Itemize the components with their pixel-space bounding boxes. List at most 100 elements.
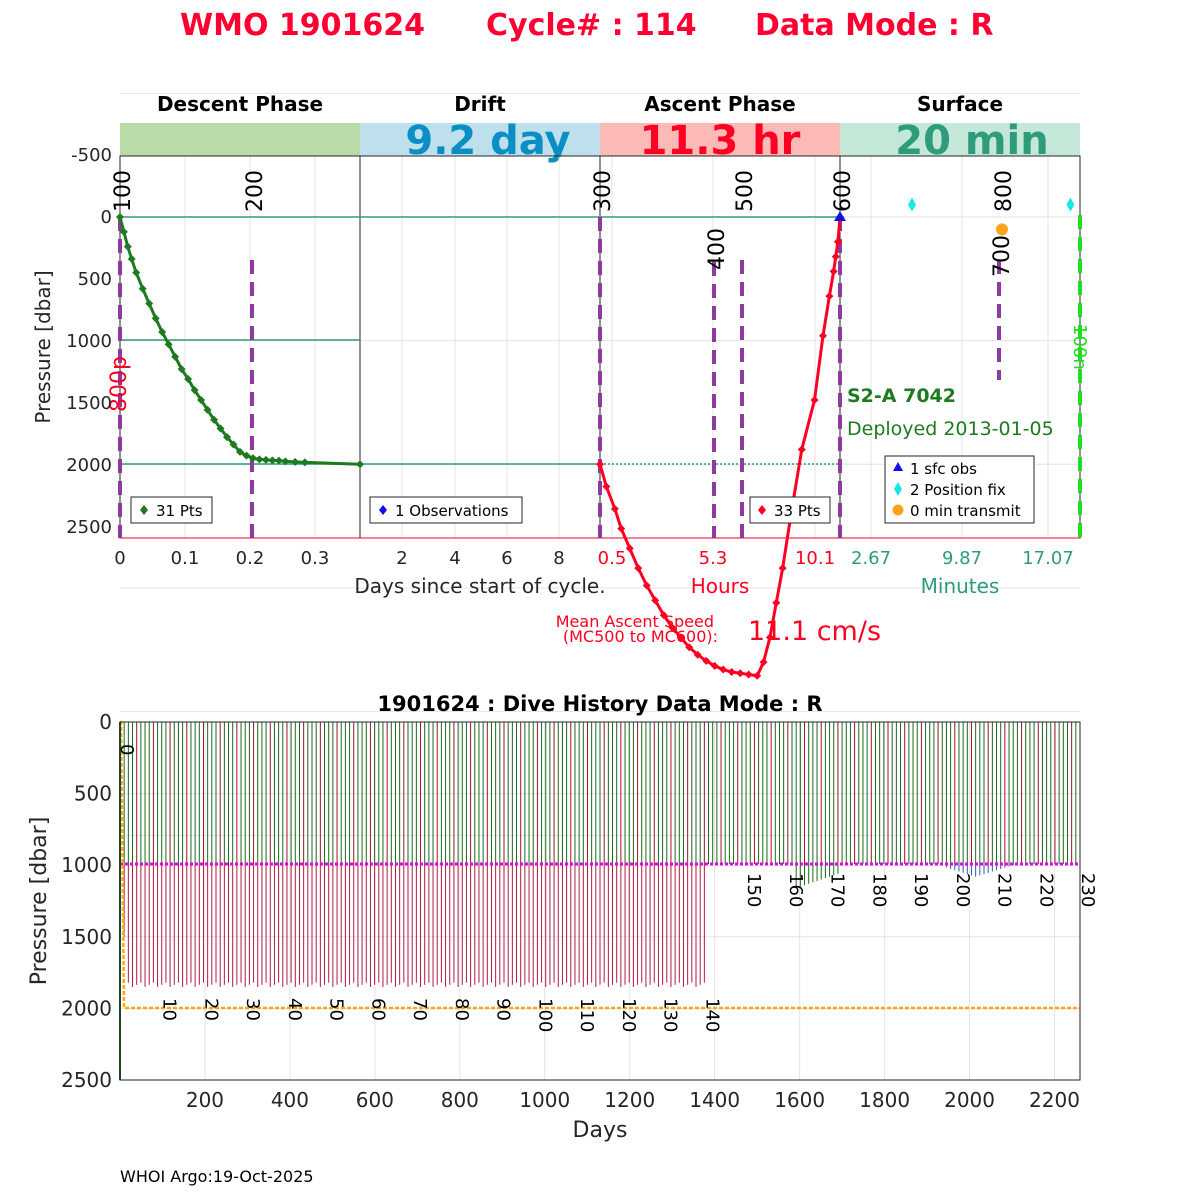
ascent-legend: 33 Pts: [749, 496, 831, 524]
cycle-label: 180: [868, 873, 889, 907]
bottom-xtick-label: 200: [186, 1088, 224, 1112]
mc-label-500: 500: [733, 170, 758, 212]
top-ytick-label: 500: [78, 269, 112, 290]
descent-series: [116, 213, 364, 469]
top-ytick-label: 1000: [66, 331, 112, 352]
cycle-label: 20: [200, 998, 221, 1021]
top-y-axis: -500 0 500 1000 1500 2000 2500: [66, 145, 112, 538]
descent-point: [261, 455, 270, 464]
descent-point: [138, 284, 147, 293]
cycle-label: 210: [994, 873, 1015, 907]
descent-point: [123, 242, 132, 251]
mc-label-100: 100: [111, 170, 136, 212]
descent-xtick-label: 0.2: [236, 548, 265, 569]
descent-point: [274, 456, 283, 465]
mc-label-400: 400: [705, 228, 730, 270]
drift-legend: 1 Observations: [369, 496, 523, 524]
cycle-label: 130: [660, 998, 681, 1032]
cycle-label: 140: [701, 998, 722, 1032]
cycle-title: Cycle# : 114: [486, 8, 697, 43]
deployment-date: Deployed 2013-01-05: [847, 418, 1054, 440]
ascent-point: [602, 482, 611, 491]
ascent-line: [598, 216, 842, 678]
descent-point: [203, 405, 212, 414]
descent-point: [177, 365, 186, 374]
ascent-point: [676, 633, 685, 642]
ascent-xtick-label: 0.5: [598, 548, 627, 569]
mc-label-300: 300: [591, 170, 616, 212]
cycle-label: 110: [576, 998, 597, 1032]
ascent-speed-label-1: Mean Ascent Speed: [556, 612, 714, 631]
cycle-label: 190: [910, 873, 931, 907]
surface-legend: 1 sfc obs 2 Position fix 0 min transmit: [884, 455, 1035, 524]
descent-xtick-label: 0: [114, 548, 125, 569]
cycle-label: 170: [827, 873, 848, 907]
cycle-labels: 0 10 20 30 40 50 60 70 80 90 100 110 120 130 140 150 160…: [116, 744, 1098, 1032]
ascent-legend-label: 33 Pts: [774, 502, 821, 520]
dive-history-title: 1901624 : Dive History Data Mode : R: [377, 692, 822, 716]
ascent-point: [617, 524, 626, 533]
hours-axis-label: Hours: [691, 574, 750, 598]
bottom-xtick-label: 1400: [689, 1088, 740, 1112]
descent-point: [145, 299, 154, 308]
bottom-xtick-label: 1800: [859, 1088, 910, 1112]
ascent-point: [759, 658, 768, 667]
ascent-point: [765, 633, 774, 642]
position-fix-legend-marker: [894, 482, 902, 496]
bottom-xtick-label: 600: [356, 1088, 394, 1112]
sfc-obs-legend-marker: [893, 462, 903, 471]
descent-xtick-label: 0.1: [171, 548, 200, 569]
ascent-xtick-label: 5.3: [699, 548, 728, 569]
ascent-point: [825, 292, 834, 301]
ascent-xtick-label: 10.1: [795, 548, 835, 569]
ascent-point: [651, 596, 660, 605]
bottom-y-axis-label: Pressure [dbar]: [27, 817, 52, 986]
descent-point: [132, 268, 141, 277]
descent-point: [300, 458, 309, 467]
surface-phase-title: Surface: [917, 92, 1003, 116]
surface-depth-label: 100n: [1069, 324, 1090, 370]
mc-label-800: 800: [992, 170, 1017, 212]
ascent-point: [753, 671, 762, 680]
surface-obs-point: [834, 211, 846, 221]
descent-point: [229, 440, 238, 449]
descent-point: [184, 374, 193, 383]
ascent-point: [642, 581, 651, 590]
ascent-point: [702, 656, 711, 665]
bottom-xtick-label: 1000: [519, 1088, 570, 1112]
cycle-label: 60: [367, 998, 388, 1021]
cycle-label: 120: [618, 998, 639, 1032]
drift-xtick-label: 4: [449, 548, 460, 569]
ascent-point: [719, 665, 728, 674]
descent-point: [356, 460, 364, 469]
drift-band: [360, 123, 600, 156]
drift-xtick-label: 8: [553, 548, 564, 569]
drift-phase-title: Drift: [454, 92, 506, 116]
transmit-legend-marker: [892, 504, 904, 516]
bottom-xtick-label: 2200: [1029, 1088, 1080, 1112]
ascent-speed-label-2: (MC500 to MC600):: [563, 627, 718, 646]
drift-duration: 9.2 day: [405, 118, 570, 164]
ascent-point: [744, 670, 753, 679]
minutes-axis-label: Minutes: [921, 574, 1000, 598]
drift-legend-marker: [379, 505, 387, 515]
top-ytick-label: 2500: [66, 517, 112, 538]
ascent-point: [829, 267, 838, 276]
footer-credit: WHOI Argo:19-Oct-2025: [120, 1167, 314, 1186]
top-ytick-label: 2000: [66, 455, 112, 476]
top-ytick-label: 1500: [66, 393, 112, 414]
descent-legend-label: 31 Pts: [156, 502, 203, 520]
bottom-y-axis: 0 500 1000 1500 2000 2500: [61, 710, 112, 1092]
ascent-point: [778, 564, 787, 573]
ascent-speed: Mean Ascent Speed (MC500 to MC600): 11.1…: [556, 612, 881, 647]
mc-label-600: 600: [831, 170, 856, 212]
cycle-label: 80: [451, 998, 472, 1021]
descent-point: [281, 457, 290, 466]
descent-point: [216, 424, 225, 433]
ascent-point: [710, 661, 719, 670]
bottom-xtick-label: 400: [271, 1088, 309, 1112]
ascent-point: [819, 331, 828, 340]
drift-xtick-label: 2: [396, 548, 407, 569]
ascent-band: [600, 123, 840, 156]
